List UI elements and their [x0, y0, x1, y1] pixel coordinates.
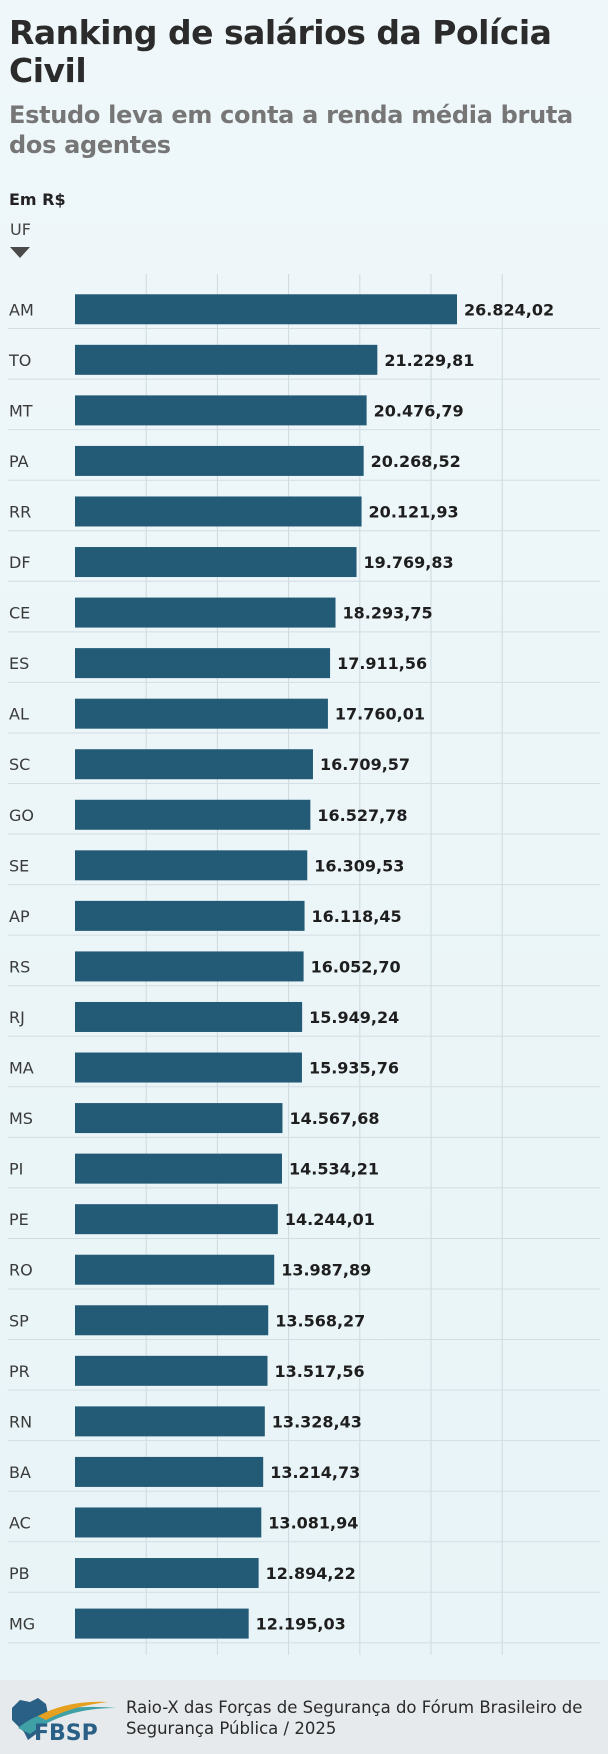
category-label: DF [9, 553, 31, 572]
bar [75, 395, 367, 426]
category-label: BA [9, 1463, 31, 1482]
bar [75, 1001, 303, 1032]
bar [75, 344, 378, 375]
bar [75, 1305, 269, 1336]
category-label: CE [9, 604, 30, 623]
bar [75, 799, 311, 830]
bar [75, 1456, 264, 1487]
category-label: MT [9, 401, 33, 420]
bar [75, 648, 331, 679]
category-label: GO [9, 806, 34, 825]
value-label: 12.195,03 [256, 1615, 346, 1634]
logo-text: FBSP [34, 1721, 98, 1744]
bar [75, 900, 305, 931]
value-label: 26.824,02 [464, 300, 554, 319]
unit-label: Em R$ [9, 190, 66, 209]
bar [75, 1507, 262, 1538]
value-label: 14.567,68 [289, 1109, 379, 1128]
category-label: SE [9, 856, 29, 875]
category-label: PA [9, 452, 29, 471]
sort-arrow-icon [10, 247, 30, 258]
value-label: 15.949,24 [309, 1008, 399, 1027]
category-label: RO [9, 1261, 33, 1280]
value-label: 15.935,76 [309, 1059, 399, 1078]
value-label: 16.709,57 [320, 755, 410, 774]
value-label: 17.760,01 [335, 705, 425, 724]
value-label: 12.894,22 [266, 1564, 356, 1583]
value-label: 13.987,89 [281, 1261, 371, 1280]
bar [75, 1052, 302, 1083]
category-label: MS [9, 1109, 33, 1128]
category-label: RJ [9, 1008, 25, 1027]
bar [75, 445, 364, 476]
bar [75, 1254, 275, 1285]
category-label: PR [9, 1362, 30, 1381]
bar [75, 1406, 265, 1437]
category-label: AL [9, 705, 29, 724]
value-label: 16.052,70 [311, 957, 401, 976]
category-label: PI [9, 1160, 23, 1179]
chart-title: Ranking de salários da Polícia Civil [9, 13, 552, 90]
value-label: 14.534,21 [289, 1160, 379, 1179]
category-axis-label: UF [10, 220, 31, 239]
brazil-map-icon [12, 1698, 48, 1740]
category-label: AM [9, 300, 34, 319]
bar [75, 1103, 283, 1134]
value-label: 18.293,75 [343, 604, 433, 623]
category-label: SP [9, 1311, 29, 1330]
value-label: 16.527,78 [317, 806, 407, 825]
bar [75, 1204, 278, 1235]
value-label: 17.911,56 [337, 654, 427, 673]
category-label: ES [9, 654, 29, 673]
bar [75, 496, 362, 527]
fbsp-logo: FBSP [12, 1698, 116, 1744]
value-label: 13.081,94 [268, 1513, 358, 1532]
category-label: PB [9, 1564, 30, 1583]
bar [75, 597, 336, 628]
value-label: 16.118,45 [312, 907, 402, 926]
value-label: 13.568,27 [275, 1311, 365, 1330]
value-label: 13.517,56 [275, 1362, 365, 1381]
bar [75, 1558, 259, 1589]
category-label: AC [9, 1513, 31, 1532]
bar [75, 1355, 268, 1386]
value-label: 20.476,79 [374, 401, 464, 420]
swoosh-teal-icon [18, 1706, 116, 1734]
bar [75, 749, 313, 780]
category-label: SC [9, 755, 30, 774]
category-label: RS [9, 957, 30, 976]
value-label: 13.328,43 [272, 1412, 362, 1431]
value-label: 16.309,53 [314, 856, 404, 875]
bar [75, 850, 308, 881]
bar [75, 1153, 282, 1184]
value-label: 21.229,81 [384, 351, 474, 370]
swoosh-orange-icon [38, 1701, 108, 1720]
value-label: 13.214,73 [270, 1463, 360, 1482]
value-label: 14.244,01 [285, 1210, 375, 1229]
category-label: TO [8, 351, 31, 370]
category-label: PE [9, 1210, 29, 1229]
footer: FBSP Raio-X das Forças de Segurança do F… [0, 1680, 608, 1754]
value-label: 19.769,83 [364, 553, 454, 572]
category-label: MA [9, 1059, 34, 1078]
bar [75, 951, 304, 982]
category-label: RN [9, 1412, 32, 1431]
category-label: RR [9, 502, 31, 521]
category-label: AP [9, 907, 30, 926]
chart-subtitle: Estudo leva em conta a renda média bruta… [9, 101, 573, 159]
bar [75, 1608, 249, 1639]
source-note: Raio-X das Forças de Segurança do Fórum … [126, 1698, 583, 1738]
bar [75, 294, 457, 325]
value-label: 20.268,52 [371, 452, 461, 471]
value-label: 20.121,93 [369, 502, 459, 521]
bar [75, 547, 357, 578]
bar [75, 698, 328, 729]
bar-chart: AM 26.824,02 TO 21.229,81 MT 20.476,79 PA 20.26… [8, 274, 600, 1655]
category-label: MG [9, 1615, 35, 1634]
